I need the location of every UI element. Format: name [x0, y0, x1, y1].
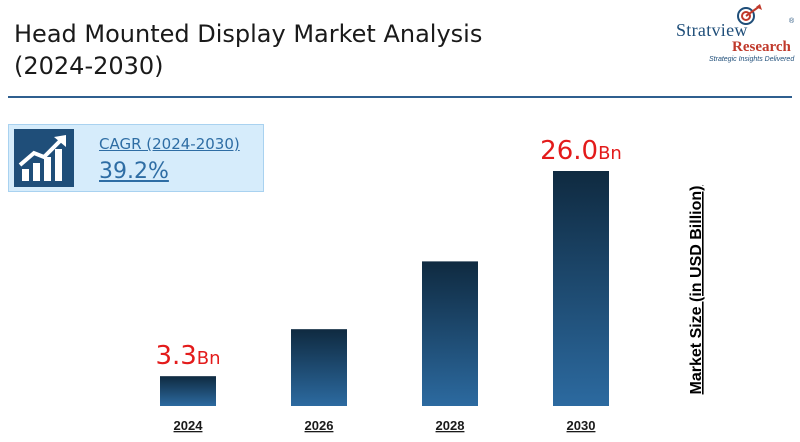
stratview-logo: Stratview ® Research Strategic Insights … — [676, 4, 800, 66]
page-title: Head Mounted Display Market Analysis (20… — [14, 18, 534, 82]
cagr-box: CAGR (2024-2030) 39.2% — [8, 124, 264, 192]
bar-2030 — [553, 171, 609, 406]
x-tick-label: 2028 — [436, 418, 465, 433]
title-line-2: (2024-2030) — [14, 52, 164, 80]
bar-2026 — [291, 329, 347, 406]
y-axis-title: Market Size (in USD Billion) — [688, 186, 705, 395]
bar-2024 — [160, 376, 216, 406]
value-label: 3.3Bn — [155, 341, 220, 371]
logo-research: Research — [732, 39, 791, 55]
target-icon — [737, 4, 762, 25]
cagr-value: 39.2% — [99, 159, 169, 184]
x-tick-label: 2030 — [567, 418, 596, 433]
header-divider — [8, 96, 792, 98]
value-label: 26.0Bn — [540, 136, 622, 166]
x-tick-label: 2024 — [174, 418, 204, 433]
logo-registered-mark: ® — [789, 18, 795, 25]
value-label-number: 3.3 — [155, 341, 196, 371]
value-label-number: 26.0 — [540, 136, 598, 166]
cagr-label: CAGR (2024-2030) — [99, 135, 240, 153]
value-label-unit: Bn — [598, 143, 622, 164]
growth-chart-icon — [14, 129, 74, 187]
x-tick-label: 2026 — [305, 418, 334, 433]
bar-2028 — [422, 261, 478, 406]
title-line-1: Head Mounted Display Market Analysis — [14, 20, 483, 48]
logo-name: Stratview — [676, 20, 748, 40]
logo-tagline: Strategic Insights Delivered — [709, 56, 795, 63]
value-label-unit: Bn — [197, 348, 221, 369]
